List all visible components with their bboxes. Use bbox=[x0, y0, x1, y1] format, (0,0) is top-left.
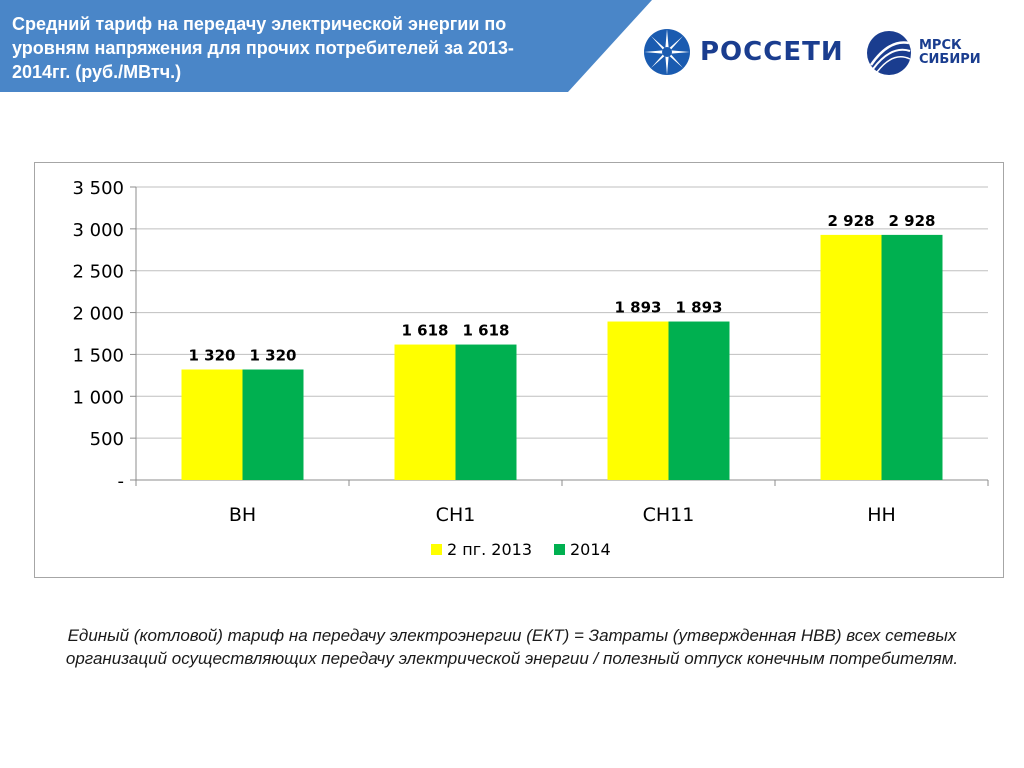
rosseti-globe-icon bbox=[644, 29, 690, 75]
y-tick-label: 2 000 bbox=[72, 304, 124, 325]
header-banner-shape bbox=[0, 0, 652, 92]
rosseti-logo: РОССЕТИ bbox=[642, 26, 844, 78]
legend-label: 2014 bbox=[570, 540, 611, 559]
bar bbox=[181, 369, 243, 480]
y-tick-label: 1 500 bbox=[72, 345, 124, 366]
y-tick-label: 2 500 bbox=[72, 262, 124, 283]
mrsk-logo: МРСК СИБИРИ bbox=[865, 28, 981, 78]
bar bbox=[820, 234, 882, 480]
legend-swatch bbox=[431, 544, 442, 555]
bar bbox=[242, 369, 304, 480]
bar bbox=[668, 321, 730, 480]
page-title: Средний тариф на передачу электрической … bbox=[12, 14, 514, 82]
mrsk-logo-line2: СИБИРИ bbox=[919, 52, 981, 67]
y-tick-label: - bbox=[118, 471, 125, 492]
data-label: 1 893 bbox=[615, 299, 662, 317]
legend-swatch bbox=[554, 544, 565, 555]
bar bbox=[607, 321, 669, 480]
x-tick-label: СН11 bbox=[643, 504, 695, 526]
data-label: 1 893 bbox=[676, 299, 723, 317]
data-label: 2 928 bbox=[889, 212, 936, 230]
bar bbox=[455, 344, 517, 480]
mrsk-globe-icon bbox=[867, 31, 911, 75]
header-banner: Средний тариф на передачу электрической … bbox=[0, 0, 1024, 92]
chart-frame: - 500 1 000 1 500 2 000 2 500 3 000 3 500 1 320 1… bbox=[34, 162, 1004, 578]
legend-label: 2 пг. 2013 bbox=[447, 540, 532, 559]
footnote: Единый (котловой) тариф на передачу элек… bbox=[65, 626, 959, 668]
data-label: 2 928 bbox=[828, 212, 875, 230]
y-tick-label: 500 bbox=[90, 429, 124, 450]
data-label: 1 618 bbox=[463, 322, 510, 340]
y-tick-label: 1 000 bbox=[72, 387, 124, 408]
mrsk-logo-line1: МРСК bbox=[919, 38, 962, 53]
x-tick-label: СН1 bbox=[436, 504, 476, 526]
y-tick-label: 3 500 bbox=[72, 178, 124, 199]
data-label: 1 320 bbox=[189, 346, 236, 364]
x-tick-label: ВН bbox=[229, 504, 256, 526]
bar bbox=[394, 344, 456, 480]
data-label: 1 618 bbox=[402, 322, 449, 340]
bar-chart: - 500 1 000 1 500 2 000 2 500 3 000 3 500 1 320 1… bbox=[72, 178, 989, 559]
data-label: 1 320 bbox=[250, 346, 297, 364]
y-tick-label: 3 000 bbox=[72, 220, 124, 241]
rosseti-logo-text: РОССЕТИ bbox=[700, 37, 844, 67]
mrsk-logo-text: МРСК СИБИРИ bbox=[919, 39, 981, 67]
x-tick-label: НН bbox=[867, 504, 896, 526]
bar bbox=[881, 234, 943, 480]
